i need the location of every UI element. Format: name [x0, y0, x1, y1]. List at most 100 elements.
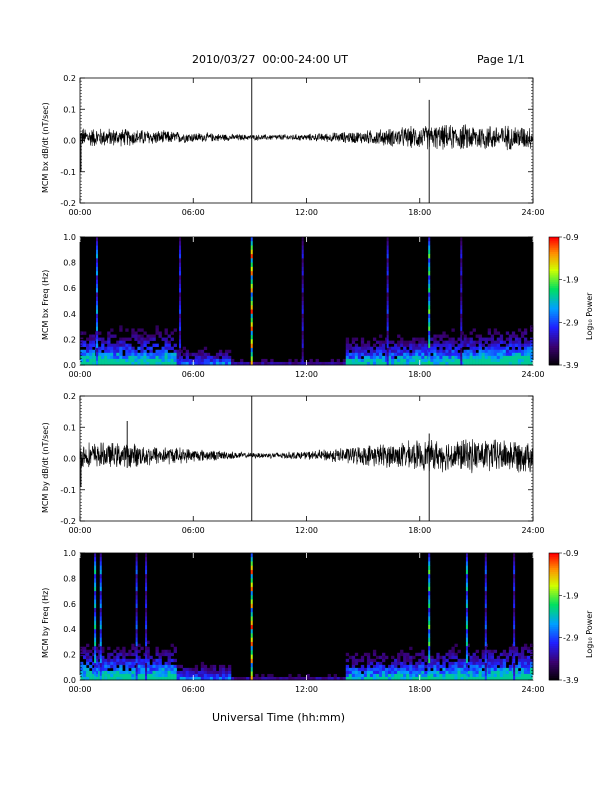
spectrogram-cell: [478, 661, 482, 666]
spectrogram-cell: [520, 334, 525, 338]
band-segment: [179, 339, 182, 344]
panel-3-ytick-label: 0.0: [63, 455, 76, 464]
spectrogram-cell: [378, 349, 383, 354]
band-segment: [250, 565, 253, 571]
spectrogram-cell: [98, 331, 102, 335]
spectrogram-cell: [366, 358, 371, 363]
colorbar-segment: [549, 635, 559, 639]
spectrogram-cell: [107, 361, 111, 366]
spectrogram-cell: [457, 658, 461, 663]
band-segment: [484, 641, 487, 647]
spectrogram-cell: [182, 361, 186, 366]
spectrogram-cell: [508, 337, 513, 341]
spectrogram-cell: [173, 361, 177, 366]
band-segment: [250, 658, 253, 664]
spectrogram-cell: [128, 661, 132, 666]
spectrogram-cell: [382, 664, 386, 669]
band-segment: [428, 352, 431, 357]
spectrogram-cell: [466, 349, 470, 354]
band-segment: [386, 296, 389, 302]
spectrogram-cell: [445, 358, 449, 363]
spectrogram-cell: [514, 337, 519, 341]
band-segment: [428, 646, 431, 651]
band-segment: [428, 553, 431, 558]
spectrogram-cell: [505, 652, 510, 657]
spectrogram-cell: [194, 358, 199, 363]
spectrogram-cell: [95, 673, 99, 678]
band-segment: [250, 322, 253, 327]
band-segment: [250, 347, 253, 353]
band-segment: [94, 658, 97, 664]
spectrogram-cell: [508, 646, 513, 651]
spectrogram-cell: [378, 664, 383, 669]
spectrogram-cell: [194, 667, 199, 672]
spectrogram-cell: [436, 673, 440, 678]
spectrogram-cell: [119, 673, 123, 678]
spectrogram-cell: [122, 343, 126, 348]
band-segment: [428, 624, 431, 630]
spectrogram-cell: [478, 337, 482, 341]
spectrogram-cell: [146, 667, 150, 672]
spectrogram-cell: [182, 358, 186, 363]
spectrogram-cell: [421, 352, 425, 357]
band-segment: [460, 254, 463, 259]
band-segment: [301, 292, 304, 298]
spectrogram-cell: [400, 355, 404, 360]
band-segment: [460, 335, 463, 340]
spectrogram-cell: [520, 652, 525, 657]
spectrogram-cell: [215, 355, 220, 360]
spectrogram-cell: [80, 343, 84, 348]
spectrogram-cell: [116, 346, 120, 351]
colorbar-segment: [549, 650, 559, 653]
spectrogram-cell: [125, 358, 129, 363]
spectrogram-cell: [140, 334, 144, 338]
spectrogram-cell: [372, 343, 377, 348]
spectrogram-cell: [472, 676, 476, 681]
spectrogram-cell: [200, 349, 205, 354]
spectrogram-cell: [158, 331, 162, 335]
spectrogram-cell: [107, 664, 111, 669]
colorbar-tick-label: -3.9: [563, 676, 579, 685]
colorbar-segment: [549, 271, 559, 274]
spectrogram-cell: [511, 352, 516, 357]
spectrogram-cell: [421, 340, 425, 344]
spectrogram-cell: [119, 658, 123, 663]
spectrogram-cell: [523, 340, 528, 344]
band-segment: [250, 352, 253, 357]
spectrogram-cell: [125, 349, 129, 354]
panel-1-ytick-label: 0.2: [63, 74, 76, 83]
spectrogram-cell: [520, 673, 525, 678]
spectrogram-cell: [224, 358, 229, 363]
colorbar-segment: [549, 582, 559, 586]
spectrogram-cell: [315, 358, 319, 363]
band-segment: [428, 326, 431, 332]
spectrogram-cell: [92, 661, 96, 666]
spectrogram-cell: [378, 361, 383, 366]
spectrogram-cell: [472, 664, 476, 669]
spectrogram-cell: [206, 352, 211, 357]
band-segment: [179, 313, 182, 319]
band-segment: [428, 271, 431, 276]
colorbar-segment: [549, 266, 559, 270]
spectrogram-cell: [514, 646, 519, 651]
spectrogram-cell: [345, 658, 350, 663]
spectrogram-cell: [490, 343, 495, 348]
spectrogram-cell: [469, 361, 473, 366]
colorbar-segment: [549, 588, 559, 592]
spectrogram-cell: [394, 673, 398, 678]
spectrogram-cell: [421, 670, 425, 675]
spectrogram-cell: [170, 355, 174, 360]
spectrogram-cell: [303, 361, 307, 366]
spectrogram-cell: [173, 328, 177, 332]
spectrogram-cell: [255, 361, 259, 366]
spectrogram-cell: [451, 649, 455, 654]
band-segment: [513, 612, 516, 617]
band-segment: [386, 258, 389, 263]
spectrogram-cell: [125, 328, 129, 332]
spectrogram-cell: [487, 661, 492, 666]
spectrogram-cell: [439, 343, 443, 348]
spectrogram-cell: [357, 673, 362, 678]
spectrogram-cell: [508, 652, 513, 657]
spectrogram-cell: [179, 664, 183, 669]
spectrogram-cell: [499, 349, 504, 354]
